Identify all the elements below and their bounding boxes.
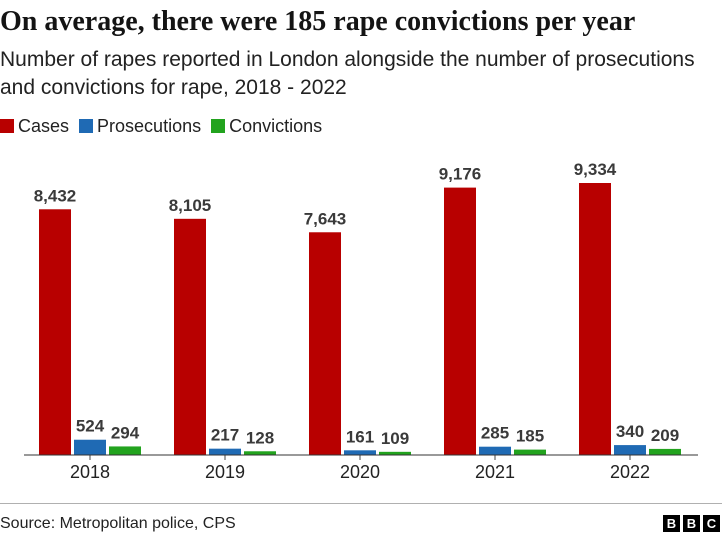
source-note: Source: Metropolitan police, CPS xyxy=(0,515,236,532)
legend-item-convictions: Convictions xyxy=(211,116,322,137)
bar-convictions-2022 xyxy=(649,448,681,455)
bar-convictions-2018 xyxy=(109,446,141,455)
chart-title: On average, there were 185 rape convicti… xyxy=(0,6,636,37)
legend-swatch-cases xyxy=(0,119,14,133)
bar-cases-2018 xyxy=(39,209,71,455)
x-tick-label-2022: 2022 xyxy=(610,462,650,482)
x-tick-label-2018: 2018 xyxy=(70,462,110,482)
x-tick-label-2019: 2019 xyxy=(205,462,245,482)
data-label-cases-2021: 9,176 xyxy=(439,165,482,184)
bar-cases-2022 xyxy=(579,183,611,455)
bar-prosecutions-2020 xyxy=(344,450,376,455)
x-tick-label-2021: 2021 xyxy=(475,462,515,482)
data-label-prosecutions-2018: 524 xyxy=(76,417,105,436)
bar-convictions-2020 xyxy=(379,451,411,455)
bar-prosecutions-2022 xyxy=(614,445,646,455)
data-label-convictions-2019: 128 xyxy=(246,428,274,447)
bbc-logo-letter-3: C xyxy=(703,515,720,532)
data-label-prosecutions-2019: 217 xyxy=(211,426,239,445)
chart-subtitle: Number of rapes reported in London along… xyxy=(0,48,695,99)
legend-item-prosecutions: Prosecutions xyxy=(79,116,201,137)
bbc-logo: B B C xyxy=(663,515,720,532)
legend-swatch-prosecutions xyxy=(79,119,94,133)
data-label-convictions-2022: 209 xyxy=(651,426,679,445)
x-tick-label-2020: 2020 xyxy=(340,462,380,482)
legend-swatch-convictions xyxy=(211,119,226,133)
data-label-convictions-2021: 185 xyxy=(516,427,544,446)
bar-cases-2019 xyxy=(174,218,206,455)
data-label-convictions-2020: 109 xyxy=(381,429,409,448)
bar-prosecutions-2018 xyxy=(74,439,106,455)
bbc-logo-letter-1: B xyxy=(663,515,680,532)
bar-cases-2020 xyxy=(309,232,341,455)
legend-label-convictions: Convictions xyxy=(229,115,323,136)
legend-label-prosecutions: Prosecutions xyxy=(97,115,202,136)
bar-convictions-2019 xyxy=(244,451,276,455)
data-label-cases-2019: 8,105 xyxy=(169,196,212,215)
bar-convictions-2021 xyxy=(514,449,546,455)
data-label-prosecutions-2022: 340 xyxy=(616,422,644,441)
data-label-cases-2022: 9,334 xyxy=(574,160,617,179)
data-label-convictions-2018: 294 xyxy=(111,423,140,442)
data-label-prosecutions-2020: 161 xyxy=(346,427,374,446)
legend: Cases Prosecutions Convictions xyxy=(0,115,332,137)
data-label-cases-2020: 7,643 xyxy=(304,209,347,228)
footer-divider xyxy=(0,503,722,504)
data-label-cases-2018: 8,432 xyxy=(34,186,77,205)
bar-prosecutions-2021 xyxy=(479,446,511,455)
bbc-logo-letter-2: B xyxy=(683,515,700,532)
bar-prosecutions-2019 xyxy=(209,448,241,455)
legend-label-cases: Cases xyxy=(18,115,70,136)
bar-cases-2021 xyxy=(444,187,476,455)
data-label-prosecutions-2021: 285 xyxy=(481,424,509,443)
legend-item-cases: Cases xyxy=(0,116,69,137)
